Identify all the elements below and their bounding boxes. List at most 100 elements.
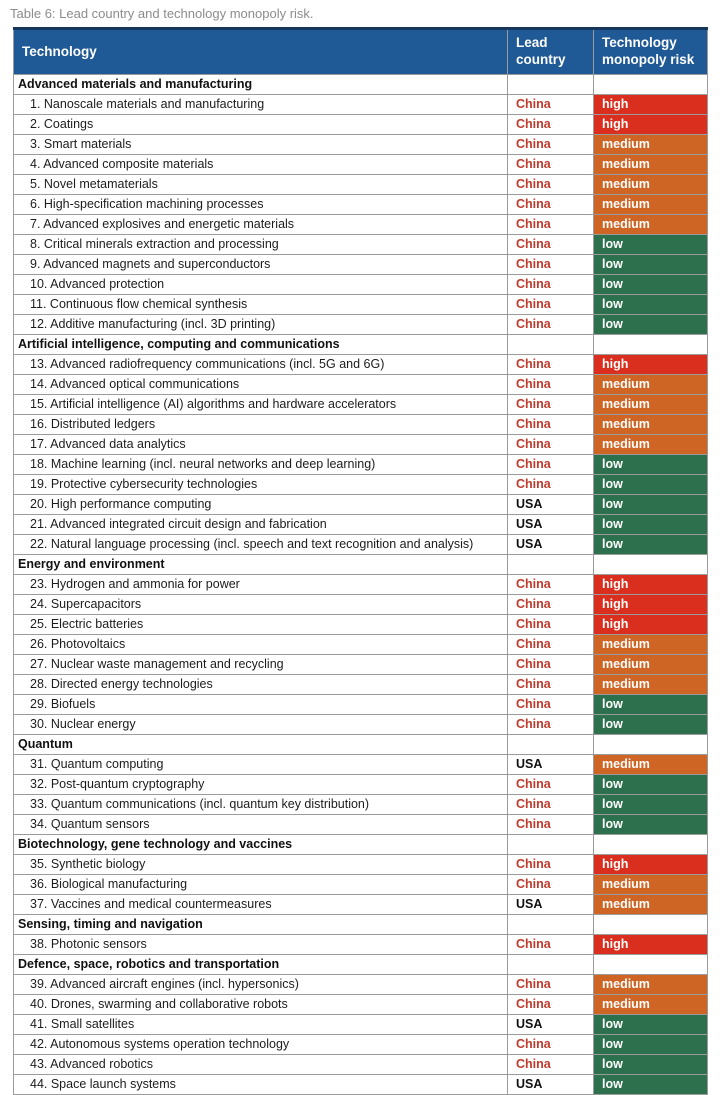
monopoly-risk-cell: medium bbox=[593, 634, 708, 655]
section-empty-country-cell bbox=[507, 334, 594, 355]
technology-cell: 30. Nuclear energy bbox=[13, 714, 508, 735]
technology-cell: 9. Advanced magnets and superconductors bbox=[13, 254, 508, 275]
technology-cell: 34. Quantum sensors bbox=[13, 814, 508, 835]
lead-country-cell: USA bbox=[507, 534, 594, 555]
technology-cell: 23. Hydrogen and ammonia for power bbox=[13, 574, 508, 595]
lead-country-cell: USA bbox=[507, 1014, 594, 1035]
lead-country-cell: China bbox=[507, 794, 594, 815]
lead-country-cell: China bbox=[507, 854, 594, 875]
section-header-row: Defence, space, robotics and transportat… bbox=[13, 954, 708, 975]
monopoly-risk-cell: low bbox=[593, 254, 708, 275]
technology-cell: 25. Electric batteries bbox=[13, 614, 508, 635]
lead-country-cell: USA bbox=[507, 1074, 594, 1095]
table-row: 15. Artificial intelligence (AI) algorit… bbox=[13, 394, 708, 415]
lead-country-cell: China bbox=[507, 974, 594, 995]
table-row: 43. Advanced robotics China low bbox=[13, 1054, 708, 1075]
monopoly-risk-cell: medium bbox=[593, 414, 708, 435]
column-header-technology: Technology bbox=[13, 28, 508, 75]
table-row: 4. Advanced composite materials China medi… bbox=[13, 154, 708, 175]
monopoly-risk-cell: medium bbox=[593, 394, 708, 415]
lead-country-cell: USA bbox=[507, 514, 594, 535]
lead-country-cell: China bbox=[507, 294, 594, 315]
section-empty-country-cell bbox=[507, 554, 594, 575]
lead-country-cell: China bbox=[507, 934, 594, 955]
table-row: 12. Additive manufacturing (incl. 3D pri… bbox=[13, 314, 708, 335]
section-empty-risk-cell bbox=[593, 914, 708, 935]
table-row: 9. Advanced magnets and superconductors C… bbox=[13, 254, 708, 275]
technology-cell: 36. Biological manufacturing bbox=[13, 874, 508, 895]
technology-cell: 6. High-specification machining processe… bbox=[13, 194, 508, 215]
table-row: 31. Quantum computing USA medium bbox=[13, 754, 708, 775]
lead-country-cell: China bbox=[507, 614, 594, 635]
technology-cell: 22. Natural language processing (incl. s… bbox=[13, 534, 508, 555]
lead-country-cell: China bbox=[507, 254, 594, 275]
technology-cell: 15. Artificial intelligence (AI) algorit… bbox=[13, 394, 508, 415]
table-row: 36. Biological manufacturing China medium bbox=[13, 874, 708, 895]
technology-cell: 3. Smart materials bbox=[13, 134, 508, 155]
lead-country-cell: China bbox=[507, 134, 594, 155]
monopoly-risk-cell: low bbox=[593, 494, 708, 515]
section-empty-country-cell bbox=[507, 74, 594, 95]
table-row: 5. Novel metamaterials China medium bbox=[13, 174, 708, 195]
lead-country-cell: China bbox=[507, 214, 594, 235]
lead-country-cell: China bbox=[507, 454, 594, 475]
technology-cell: 16. Distributed ledgers bbox=[13, 414, 508, 435]
monopoly-risk-cell: low bbox=[593, 474, 708, 495]
monopoly-risk-cell: high bbox=[593, 114, 708, 135]
technology-cell: 14. Advanced optical communications bbox=[13, 374, 508, 395]
table-row: 24. Supercapacitors China high bbox=[13, 594, 708, 615]
monopoly-risk-cell: high bbox=[593, 614, 708, 635]
section-name: Energy and environment bbox=[13, 554, 508, 575]
monopoly-risk-cell: low bbox=[593, 1074, 708, 1095]
table-row: 22. Natural language processing (incl. s… bbox=[13, 534, 708, 555]
section-header-row: Biotechnology, gene technology and vacci… bbox=[13, 834, 708, 855]
technology-cell: 26. Photovoltaics bbox=[13, 634, 508, 655]
table-row: 10. Advanced protection China low bbox=[13, 274, 708, 295]
lead-country-cell: China bbox=[507, 674, 594, 695]
lead-country-cell: China bbox=[507, 354, 594, 375]
table-row: 34. Quantum sensors China low bbox=[13, 814, 708, 835]
section-empty-country-cell bbox=[507, 734, 594, 755]
monopoly-risk-cell: low bbox=[593, 814, 708, 835]
section-header-row: Artificial intelligence, computing and c… bbox=[13, 334, 708, 355]
technology-cell: 27. Nuclear waste management and recycli… bbox=[13, 654, 508, 675]
table-row: 1. Nanoscale materials and manufacturing… bbox=[13, 94, 708, 115]
monopoly-risk-cell: medium bbox=[593, 874, 708, 895]
monopoly-risk-cell: low bbox=[593, 534, 708, 555]
lead-country-cell: China bbox=[507, 374, 594, 395]
table-row: 44. Space launch systems USA low bbox=[13, 1074, 708, 1095]
monopoly-risk-cell: low bbox=[593, 234, 708, 255]
monopoly-risk-cell: low bbox=[593, 774, 708, 795]
lead-country-cell: China bbox=[507, 394, 594, 415]
technology-cell: 7. Advanced explosives and energetic mat… bbox=[13, 214, 508, 235]
section-empty-risk-cell bbox=[593, 334, 708, 355]
technology-cell: 24. Supercapacitors bbox=[13, 594, 508, 615]
table-row: 26. Photovoltaics China medium bbox=[13, 634, 708, 655]
section-header-row: Energy and environment bbox=[13, 554, 708, 575]
lead-country-cell: China bbox=[507, 174, 594, 195]
technology-cell: 10. Advanced protection bbox=[13, 274, 508, 295]
table-row: 13. Advanced radiofrequency communicatio… bbox=[13, 354, 708, 375]
technology-cell: 32. Post-quantum cryptography bbox=[13, 774, 508, 795]
section-empty-risk-cell bbox=[593, 734, 708, 755]
section-empty-country-cell bbox=[507, 954, 594, 975]
lead-country-cell: USA bbox=[507, 754, 594, 775]
technology-cell: 43. Advanced robotics bbox=[13, 1054, 508, 1075]
section-name: Defence, space, robotics and transportat… bbox=[13, 954, 508, 975]
section-empty-country-cell bbox=[507, 834, 594, 855]
monopoly-risk-cell: medium bbox=[593, 374, 708, 395]
table-row: 19. Protective cybersecurity technologie… bbox=[13, 474, 708, 495]
table-row: 6. High-specification machining processe… bbox=[13, 194, 708, 215]
technology-cell: 1. Nanoscale materials and manufacturing bbox=[13, 94, 508, 115]
monopoly-risk-cell: medium bbox=[593, 674, 708, 695]
table-row: 33. Quantum communications (incl. quantu… bbox=[13, 794, 708, 815]
lead-country-cell: China bbox=[507, 694, 594, 715]
monopoly-risk-cell: low bbox=[593, 314, 708, 335]
technology-cell: 11. Continuous flow chemical synthesis bbox=[13, 294, 508, 315]
monopoly-risk-cell: high bbox=[593, 574, 708, 595]
lead-country-cell: China bbox=[507, 234, 594, 255]
table-row: 38. Photonic sensors China high bbox=[13, 934, 708, 955]
monopoly-risk-cell: medium bbox=[593, 174, 708, 195]
table-row: 39. Advanced aircraft engines (incl. hyp… bbox=[13, 974, 708, 995]
lead-country-cell: China bbox=[507, 434, 594, 455]
